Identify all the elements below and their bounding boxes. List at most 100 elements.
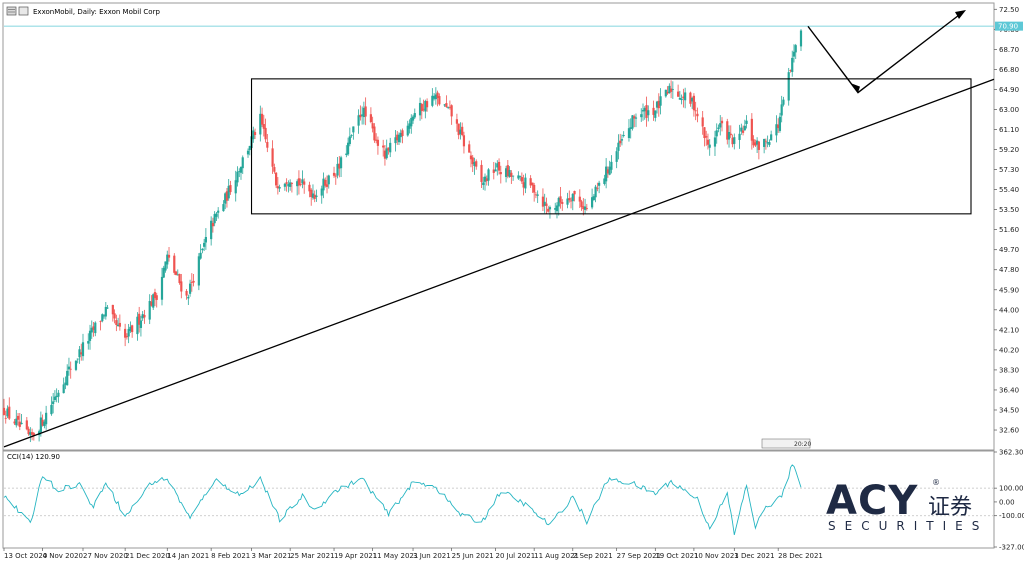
candle-bull (213, 214, 216, 224)
candle-bull (799, 30, 803, 47)
candle-bull (64, 382, 67, 385)
cci-tick-label: -327.00 (999, 544, 1024, 552)
candle-bull (66, 370, 69, 386)
time-tick-label: 4 Nov 2020 (43, 552, 83, 560)
candle-bear (192, 280, 195, 283)
candle-bear (729, 133, 732, 136)
candle-bear (275, 172, 278, 186)
candle-bear (174, 271, 178, 275)
candle-bear (789, 69, 792, 71)
candle-bull (201, 248, 204, 251)
candle-bull (278, 186, 281, 189)
candle-bull (357, 115, 360, 126)
logo-cn: 证券 (928, 495, 972, 520)
chart-mode-icon[interactable] (18, 6, 29, 16)
candle-bear (113, 313, 116, 319)
candle-bull (413, 113, 416, 118)
time-tick-label: 25 Jun 2021 (452, 552, 494, 560)
time-tick-label: 14 Jan 2021 (167, 552, 209, 560)
candle-bear (619, 140, 622, 144)
candle-bear (677, 91, 680, 97)
candle-bear (138, 313, 141, 325)
price-tick-label: 66.80 (999, 66, 1019, 74)
candle-bear (568, 198, 571, 201)
candle-bear (190, 281, 193, 283)
candle-bear (573, 190, 576, 195)
candle-bear (689, 92, 692, 104)
candle-bull (782, 99, 785, 105)
candle-bull (473, 162, 476, 166)
price-tick-label: 53.50 (999, 206, 1019, 214)
candle-bear (115, 320, 118, 326)
candle-bear (752, 139, 755, 146)
candle-bear (706, 139, 710, 145)
candle-bear (457, 123, 460, 136)
candle-bull (296, 181, 299, 187)
price-tick-label: 59.20 (999, 146, 1019, 154)
cci-tick-label: 0.00 (999, 498, 1015, 506)
candle-bull (787, 72, 790, 101)
candle-bear (585, 208, 588, 209)
candle-bear (180, 281, 183, 292)
candle-bull (647, 110, 650, 116)
candle-bull (617, 142, 620, 151)
candle-bull (361, 114, 364, 116)
candle-bull (215, 213, 218, 217)
candle-bull (397, 134, 401, 143)
candle-bear (273, 167, 276, 172)
candle-bull (487, 169, 490, 181)
candle-bear (757, 141, 760, 150)
candle-bear (2, 407, 6, 416)
candle-bull (743, 125, 746, 131)
candle-bull (664, 89, 667, 97)
candle-bull (418, 102, 422, 116)
candle-bear (8, 406, 11, 419)
candle-bear (178, 273, 181, 283)
symbol-menu-icon[interactable] (6, 6, 17, 16)
candle-bull (610, 161, 613, 170)
time-tick-label: 19 Oct 2021 (655, 552, 698, 560)
candle-bull (483, 176, 487, 182)
candle-bull (608, 166, 611, 175)
candle-bear (173, 255, 176, 273)
candle-bear (694, 110, 697, 112)
ascending-trendline (3, 78, 995, 448)
candle-bull (152, 294, 155, 308)
candle-bull (745, 120, 748, 124)
candle-bull (136, 316, 139, 335)
time-tick-label: 21 Dec 2020 (125, 552, 170, 560)
candle-bull (94, 322, 97, 334)
candle-bear (143, 314, 146, 318)
candle-bull (555, 205, 559, 212)
candle-bear (692, 95, 696, 111)
acy-securities-logo: ACY 证券 ® SECURITIES (826, 478, 979, 533)
candle-bull (87, 341, 90, 344)
candle-bull (733, 137, 736, 144)
candle-bull (101, 314, 104, 322)
time-tick-label: 2 Sep 2021 (573, 552, 613, 560)
candle-bull (57, 392, 60, 397)
candle-bull (203, 242, 206, 247)
candle-bear (569, 200, 573, 202)
candle-bear (777, 124, 780, 129)
candle-bull (482, 182, 485, 186)
candle-bull (287, 184, 290, 187)
candle-bear (545, 203, 548, 207)
time-tick-label: 3 Dec 2021 (734, 552, 774, 560)
candle-bear (211, 222, 215, 227)
candle-bull (778, 116, 782, 131)
candle-bear (185, 290, 188, 296)
candle-bull (583, 206, 587, 210)
candle-bull (408, 123, 411, 129)
candle-bull (217, 210, 220, 213)
candle-bull (197, 256, 200, 286)
candle-bull (389, 142, 392, 153)
candle-bear (485, 178, 488, 182)
time-tick-label: 11 May 2021 (373, 552, 419, 560)
candle-bear (376, 139, 380, 146)
candle-bear (260, 113, 264, 125)
candle-bear (580, 201, 583, 208)
candle-bull (713, 137, 717, 147)
candle-bull (399, 132, 402, 138)
